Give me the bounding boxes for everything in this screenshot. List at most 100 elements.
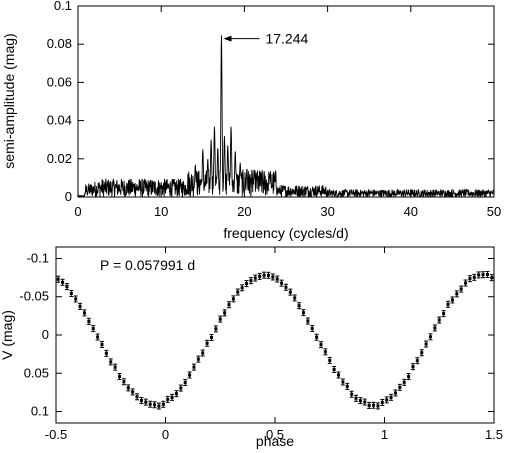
data-point — [262, 271, 267, 279]
data-point — [222, 309, 227, 317]
data-point — [323, 348, 328, 356]
data-point — [235, 288, 240, 296]
y-tick-label: -0.1 — [27, 250, 49, 265]
data-point — [463, 279, 468, 287]
data-point — [253, 274, 258, 282]
data-point — [288, 288, 293, 296]
data-point — [432, 324, 437, 332]
data-point — [428, 333, 433, 341]
x-tick-label: 0 — [74, 204, 81, 219]
data-point — [305, 317, 310, 325]
data-point — [213, 325, 218, 333]
data-point — [410, 363, 415, 371]
data-point — [459, 285, 464, 293]
data-point — [178, 384, 183, 392]
data-point — [126, 384, 131, 392]
data-point — [165, 395, 170, 403]
data-point — [148, 400, 153, 408]
data-point — [130, 388, 135, 396]
data-point — [354, 394, 359, 402]
light-curve-frame — [55, 246, 495, 424]
x-tick-label: 1 — [381, 427, 388, 442]
data-point — [489, 274, 494, 282]
data-point — [56, 275, 61, 283]
data-point — [301, 309, 306, 317]
data-point — [384, 396, 389, 404]
y-tick-label: 0.05 — [24, 365, 49, 380]
data-point — [362, 398, 367, 406]
x-tick-label: 1.5 — [485, 427, 503, 442]
period-label: P = 0.057991 d — [100, 257, 195, 273]
data-point — [332, 365, 337, 373]
periodogram-panel: 0 10 20 30 40 50 0 0.02 0.04 0.06 0.08 0.1 17.244 f… — [1, 0, 501, 241]
data-point — [205, 339, 210, 347]
data-point — [170, 393, 175, 401]
x-tick-label: 20 — [237, 204, 251, 219]
data-point — [375, 402, 380, 410]
x-tick-label: 50 — [487, 204, 501, 219]
data-point — [161, 400, 166, 408]
data-point — [358, 397, 363, 405]
data-point — [86, 317, 91, 325]
x-tick-label: 0 — [162, 427, 169, 442]
data-point — [415, 357, 420, 365]
data-point — [371, 401, 376, 409]
data-point — [200, 349, 205, 357]
data-point — [389, 393, 394, 401]
data-point — [209, 333, 214, 341]
y-tick-label: -0.05 — [19, 289, 49, 304]
data-point — [279, 279, 284, 287]
data-point — [481, 271, 486, 279]
data-point — [406, 373, 411, 381]
data-point — [218, 315, 223, 323]
data-point — [450, 296, 455, 304]
data-point — [318, 341, 323, 349]
data-point — [156, 402, 161, 410]
data-point — [275, 275, 280, 283]
data-point — [297, 302, 302, 310]
data-point — [257, 272, 262, 280]
light-curve-panel: -0.5 0 0.5 1 1.5 -0.1 -0.05 0 0.05 0.1 P = 0.0579… — [0, 246, 503, 449]
data-point — [73, 295, 78, 303]
data-point — [327, 356, 332, 364]
data-point — [82, 309, 87, 317]
data-point — [467, 275, 472, 283]
data-point — [187, 371, 192, 379]
light-curve-points — [56, 270, 494, 410]
x-tick-label: 30 — [320, 204, 334, 219]
periodogram-ylabel: semi-amplitude (mag) — [1, 33, 17, 168]
y-tick-label: 0 — [65, 189, 72, 204]
data-point — [91, 325, 96, 333]
data-point — [419, 349, 424, 357]
periodogram-spectrum-line — [77, 35, 494, 199]
data-point — [113, 363, 118, 371]
data-point — [283, 283, 288, 291]
data-point — [336, 371, 341, 379]
data-point — [191, 363, 196, 371]
data-point — [349, 390, 354, 398]
data-point — [174, 390, 179, 398]
data-point — [270, 273, 275, 281]
y-tick-label: 0 — [42, 327, 49, 342]
data-point — [402, 378, 407, 386]
data-point — [143, 398, 148, 406]
data-point — [108, 358, 113, 366]
data-point — [476, 271, 481, 279]
data-point — [437, 316, 442, 324]
data-point — [397, 383, 402, 391]
data-point — [292, 294, 297, 302]
data-point — [139, 397, 144, 405]
data-point — [446, 300, 451, 308]
data-point — [152, 401, 157, 409]
x-tick-label: 0.5 — [266, 427, 284, 442]
data-point — [64, 283, 69, 291]
data-point — [121, 378, 126, 386]
data-point — [183, 379, 188, 387]
y-tick-label: 0.1 — [54, 0, 72, 13]
y-tick-label: 0.1 — [31, 404, 49, 419]
peak-label: 17.244 — [265, 31, 308, 47]
y-tick-label: 0.06 — [47, 74, 72, 89]
data-point — [135, 393, 140, 401]
y-tick-label: 0.08 — [47, 36, 72, 51]
